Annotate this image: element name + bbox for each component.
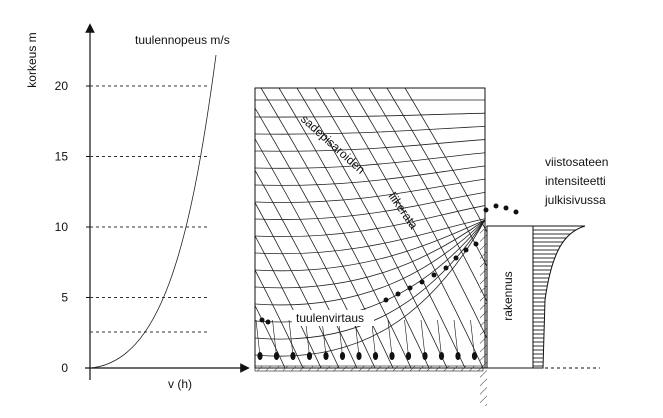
drop xyxy=(257,352,263,360)
streamline xyxy=(255,152,486,169)
drop xyxy=(513,209,519,215)
drop xyxy=(463,247,469,253)
intensity-label: viistosateen xyxy=(545,155,608,169)
drop-trail xyxy=(453,319,459,357)
streamline xyxy=(255,191,486,220)
drop xyxy=(455,352,461,360)
wind-speed-curve xyxy=(89,54,217,369)
x-axis-label: v (h) xyxy=(168,377,192,391)
ground xyxy=(254,365,484,372)
drop xyxy=(438,352,445,360)
intensity-label: intensiteetti xyxy=(545,174,606,188)
drop xyxy=(383,297,389,303)
drop xyxy=(483,207,489,213)
drop-trail xyxy=(437,319,442,357)
wind-flow-label: tuulenvirtaus xyxy=(296,311,364,325)
streamline xyxy=(255,219,486,272)
trajectory xyxy=(255,201,340,368)
drop xyxy=(306,352,313,360)
drop xyxy=(473,241,479,247)
drop xyxy=(339,352,346,360)
drop xyxy=(372,352,379,360)
streamline xyxy=(255,219,486,340)
drop xyxy=(407,285,413,291)
drop-trail xyxy=(470,319,475,357)
drop xyxy=(493,203,499,209)
trajectory xyxy=(255,234,322,368)
drop xyxy=(290,352,296,360)
label-bg xyxy=(292,310,374,326)
trajectory xyxy=(278,88,430,368)
drop-trail xyxy=(420,319,426,357)
drop-trail xyxy=(404,319,409,357)
intensity-label: julkisivussa xyxy=(544,193,606,207)
streamline xyxy=(255,165,486,186)
streamline xyxy=(255,139,486,152)
building-wall xyxy=(480,226,487,406)
streamline xyxy=(255,219,486,289)
y-tick-label: 5 xyxy=(61,291,68,305)
y-tick-label: 15 xyxy=(55,150,69,164)
drop-trail xyxy=(255,319,261,357)
drop xyxy=(395,291,401,297)
building-label: rakennus xyxy=(501,271,515,320)
drop xyxy=(265,319,271,325)
drop xyxy=(453,255,459,261)
curve-label: tuulennopeus m/s xyxy=(135,33,230,47)
drop-trail xyxy=(288,319,294,357)
streamline xyxy=(255,219,486,306)
y-axis-label: korkeus m xyxy=(25,32,39,87)
trajectory xyxy=(255,304,286,368)
drop xyxy=(443,265,449,271)
drop xyxy=(259,317,265,323)
drop xyxy=(503,205,509,211)
streamline xyxy=(255,178,486,203)
trajectory xyxy=(255,269,304,368)
drop xyxy=(471,352,478,360)
y-tick-label: 20 xyxy=(55,79,69,93)
drop xyxy=(419,279,425,285)
drop xyxy=(273,352,280,360)
streamline xyxy=(255,112,486,118)
y-tick-label: 0 xyxy=(61,361,68,375)
trajectory xyxy=(255,169,358,368)
drop xyxy=(389,352,395,360)
drop xyxy=(405,352,412,360)
drop xyxy=(422,352,428,360)
streamline xyxy=(255,218,486,255)
drop xyxy=(323,352,329,360)
drop xyxy=(356,352,362,360)
trajectory xyxy=(314,88,466,368)
streamline xyxy=(255,125,486,135)
trajectory xyxy=(332,88,484,368)
trajectory xyxy=(255,138,376,368)
drop xyxy=(431,272,437,278)
drop-trail xyxy=(387,319,393,357)
trajectory xyxy=(296,88,448,368)
drop-trail xyxy=(272,319,277,357)
y-tick-label: 10 xyxy=(55,220,69,234)
streamline xyxy=(255,205,486,238)
building xyxy=(486,225,534,369)
intensity-profile xyxy=(532,225,586,369)
raindrop-label: liikerata xyxy=(386,190,421,232)
trajectory xyxy=(386,88,520,333)
